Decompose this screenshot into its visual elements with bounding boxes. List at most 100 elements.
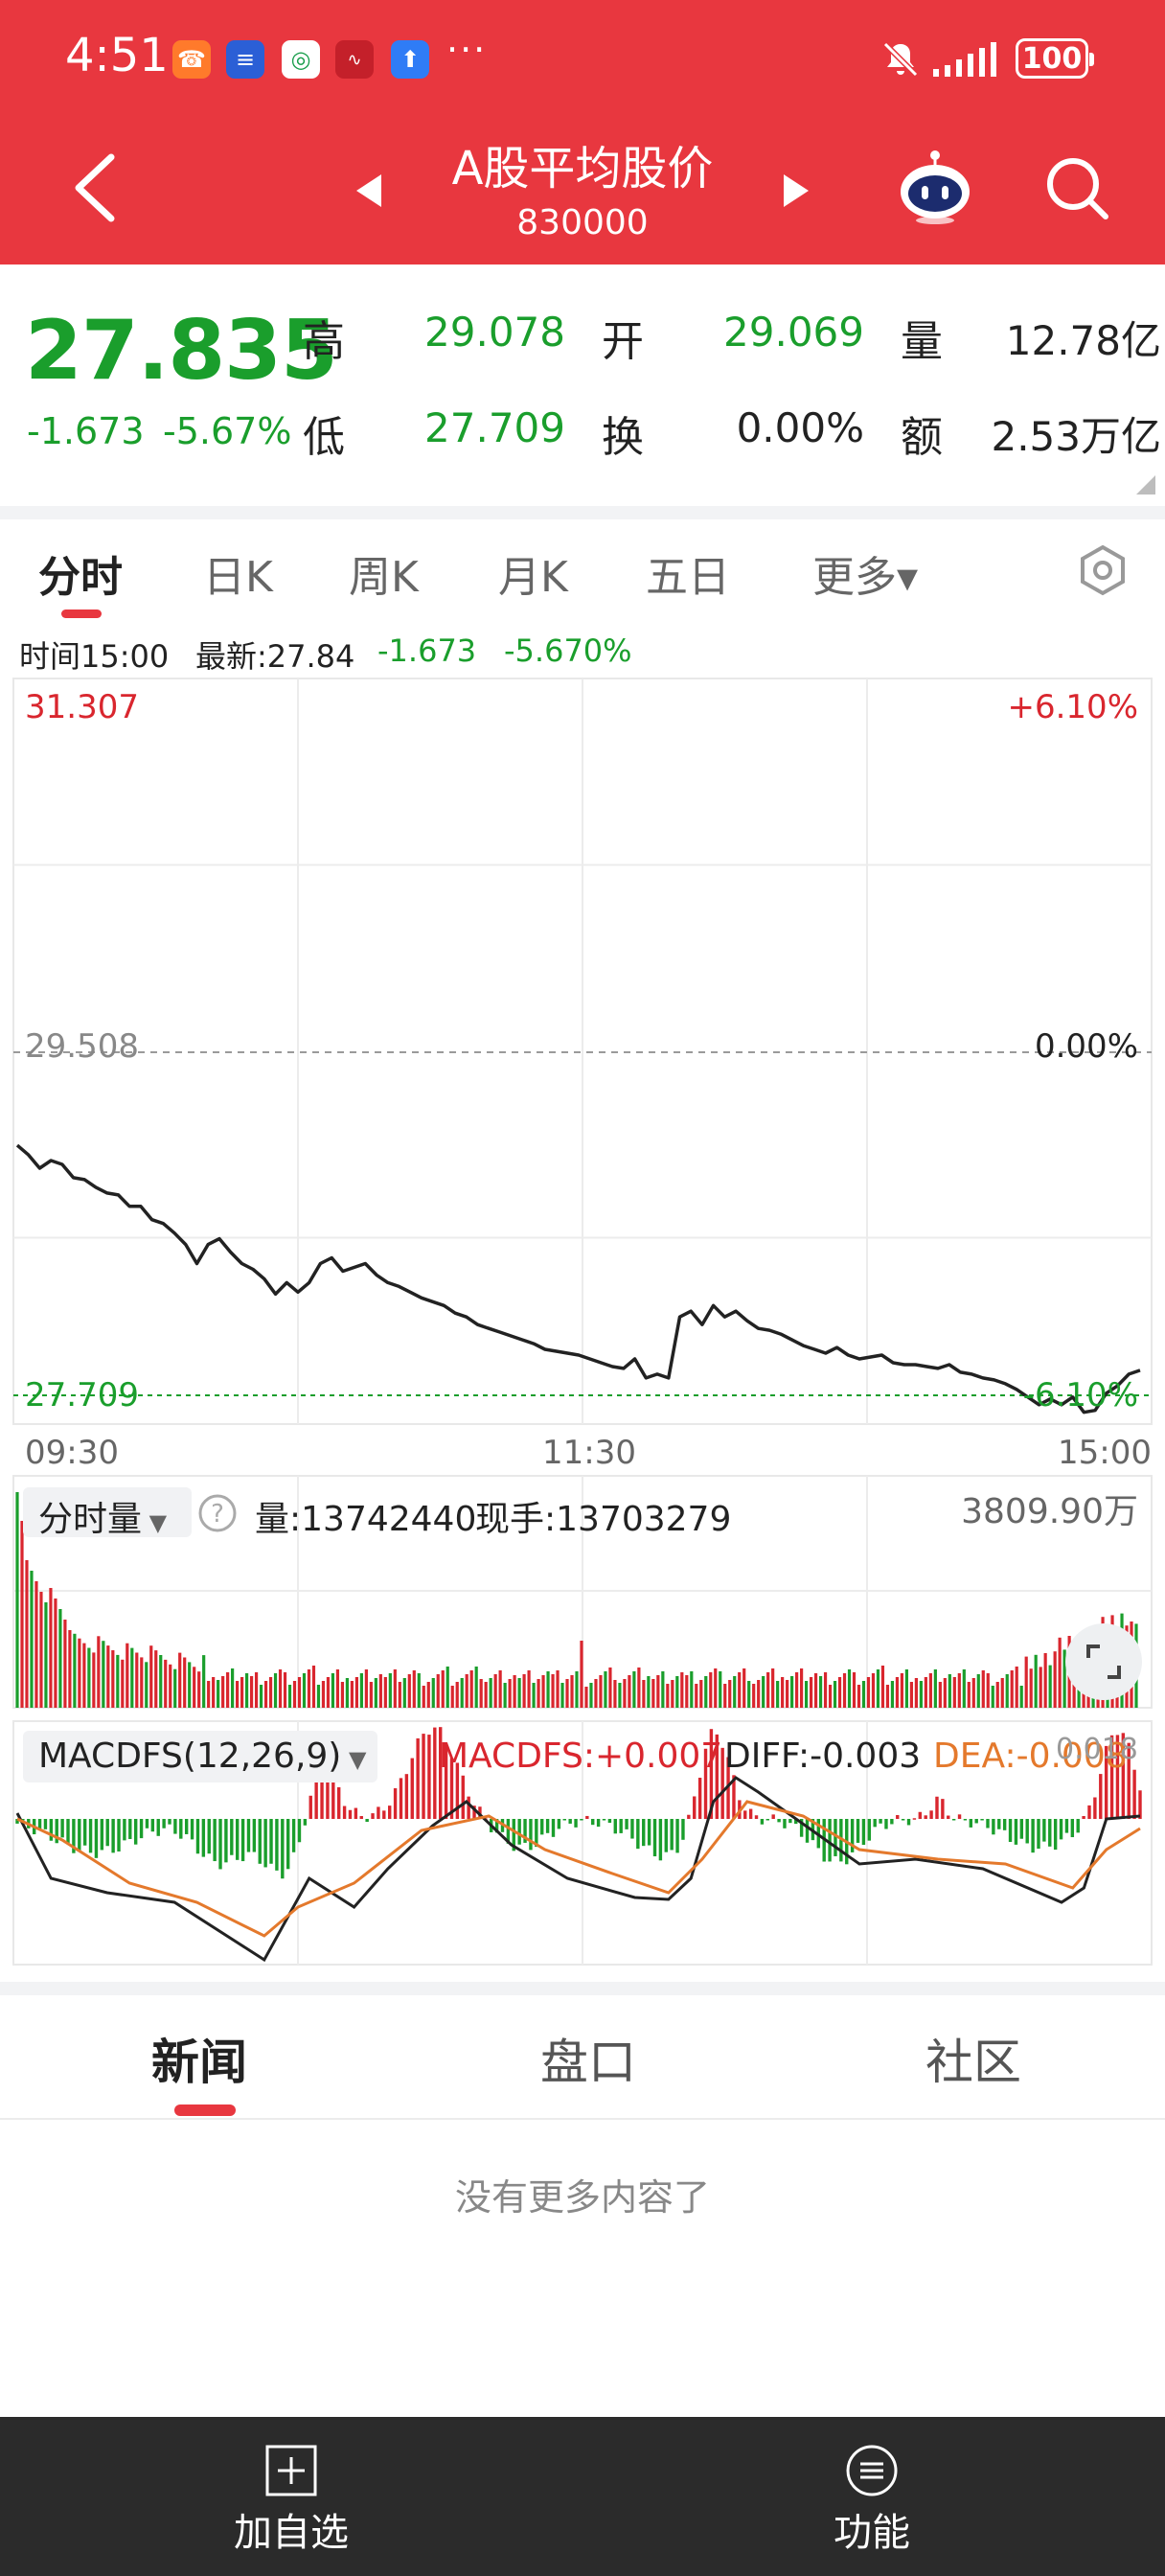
corner-triangle-icon <box>1136 475 1155 494</box>
add-watchlist-button[interactable]: 加自选 <box>234 2511 349 2555</box>
dropdown-caret-icon: ▼ <box>341 1746 367 1773</box>
volume-bar <box>962 1669 966 1708</box>
x-tick-label: 09:30 <box>25 1434 119 1472</box>
help-icon[interactable]: ? <box>197 1493 238 1533</box>
macd-bar <box>156 1819 160 1836</box>
amount-label: 额 <box>901 413 943 462</box>
dea-line <box>16 1800 1141 1938</box>
tab-community[interactable]: 社区 <box>925 2035 1021 2090</box>
macd-bar <box>94 1819 99 1858</box>
macd-bar <box>879 1819 882 1824</box>
macd-bar <box>320 1775 324 1819</box>
next-stock-icon[interactable] <box>782 172 811 209</box>
macd-bar <box>828 1819 832 1862</box>
settings-hexagon-icon[interactable] <box>1077 544 1129 596</box>
volume-bar <box>212 1677 216 1708</box>
volume-bar <box>981 1670 985 1708</box>
search-icon[interactable] <box>1042 153 1111 222</box>
macd-bar <box>291 1819 296 1852</box>
tab-monthly-k[interactable]: 月K <box>498 553 568 602</box>
volume-bar <box>254 1672 259 1708</box>
notification-app-icon: ⬆ <box>391 40 429 79</box>
volume-bar <box>58 1609 62 1708</box>
low-label: 低 <box>303 413 345 462</box>
expand-chart-button[interactable] <box>1065 1623 1142 1700</box>
macd-indicator-selector[interactable]: MACDFS(12,26,9) ▼ <box>23 1731 377 1782</box>
volume-bar <box>193 1667 196 1708</box>
prev-stock-icon[interactable] <box>354 172 383 209</box>
volume-indicator-label: 分时量 <box>38 1500 143 1539</box>
macd-bar <box>1070 1819 1075 1838</box>
volume-bar <box>455 1682 459 1708</box>
macd-bar <box>303 1819 308 1826</box>
volume-indicator-selector[interactable]: 分时量 ▼ <box>23 1487 192 1539</box>
back-icon[interactable] <box>67 151 125 224</box>
volume-bar <box>1015 1667 1018 1708</box>
volume-bar <box>847 1669 852 1708</box>
status-time: 4:51 <box>65 29 169 82</box>
volume-bar <box>599 1675 603 1708</box>
macd-bar <box>906 1819 911 1826</box>
volume-bar <box>823 1672 828 1708</box>
macd-bar <box>416 1737 420 1819</box>
macd-bar <box>207 1819 211 1854</box>
macd-bar <box>1037 1819 1040 1850</box>
volume-bar <box>273 1673 278 1708</box>
add-watchlist-icon[interactable] <box>264 2444 318 2497</box>
macd-bar <box>697 1778 702 1819</box>
volume-bar <box>804 1681 809 1708</box>
y-axis-right-bottom-label: -6.10% <box>1022 1376 1138 1414</box>
volume-bar <box>292 1681 297 1708</box>
volume-bar <box>354 1677 358 1708</box>
volume-bar <box>130 1647 134 1708</box>
macd-bar <box>941 1799 945 1819</box>
turnover-value: 0.00% <box>736 404 864 451</box>
y-axis-right-mid-label: 0.00% <box>1034 1027 1138 1066</box>
tab-weekly-k[interactable]: 周K <box>349 553 419 602</box>
macd-bar <box>658 1819 663 1861</box>
volume-bar <box>1034 1654 1038 1708</box>
function-menu-icon[interactable] <box>845 2444 899 2497</box>
macd-bar <box>286 1819 290 1870</box>
volume-bar <box>249 1676 254 1708</box>
y-axis-right-top-label: +6.10% <box>1007 688 1139 726</box>
macd-bar <box>545 1819 550 1833</box>
y-axis-mid-label: 29.508 <box>25 1027 139 1066</box>
volume-bar <box>402 1678 406 1708</box>
volume-bar <box>197 1671 201 1708</box>
macd-bar <box>1064 1819 1069 1833</box>
macd-bar <box>630 1819 634 1839</box>
macd-bar <box>861 1819 866 1846</box>
volume-bar <box>781 1677 785 1708</box>
intraday-chart[interactable] <box>0 671 1165 1974</box>
macd-bar <box>720 1747 724 1819</box>
volume-bar <box>866 1677 871 1708</box>
volume-bar <box>513 1675 516 1708</box>
tab-more[interactable]: 更多▾ <box>812 553 919 602</box>
macd-bar <box>834 1819 837 1856</box>
volume-bar <box>537 1679 540 1708</box>
macd-bar <box>675 1819 679 1853</box>
amount-value: 2.53万亿 <box>991 413 1161 460</box>
robot-assistant-icon[interactable] <box>895 146 975 226</box>
macd-bar <box>625 1819 628 1829</box>
tab-news[interactable]: 新闻 <box>151 2035 247 2090</box>
macd-bar <box>642 1819 646 1847</box>
macd-bar <box>585 1815 589 1819</box>
volume-bar <box>594 1679 598 1708</box>
volume-bar <box>297 1677 302 1708</box>
macd-bar <box>687 1814 691 1819</box>
volume-bar <box>54 1598 57 1708</box>
tab-daily-k[interactable]: 日K <box>203 553 273 602</box>
macd-bar <box>1019 1819 1024 1839</box>
macd-chart <box>15 1727 1142 1963</box>
tab-intraday[interactable]: 分时 <box>38 553 123 602</box>
function-button[interactable]: 功能 <box>834 2511 910 2555</box>
info-change-pct: -5.670% <box>504 632 632 669</box>
macd-bar <box>884 1819 888 1829</box>
macd-bar <box>15 1819 19 1824</box>
tab-five-day[interactable]: 五日 <box>646 553 730 602</box>
volume-bar <box>393 1669 397 1708</box>
volume-bar <box>364 1669 368 1708</box>
tab-order-book[interactable]: 盘口 <box>540 2035 636 2090</box>
